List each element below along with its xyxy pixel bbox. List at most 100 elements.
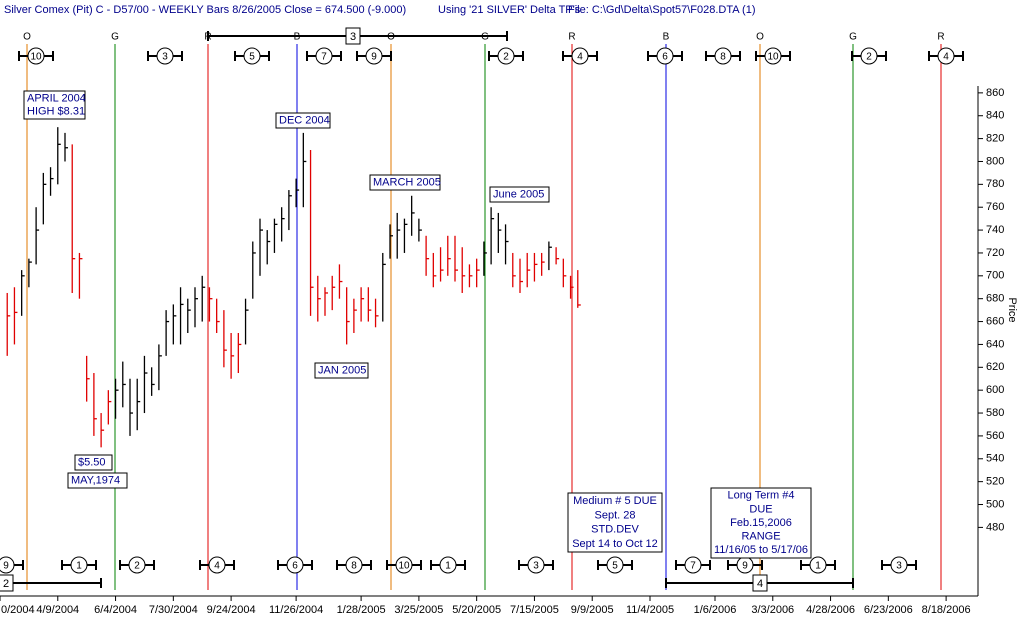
bracket-box [752,574,768,592]
count-circle [395,556,413,574]
annotation-text: DEC 2004 [279,114,330,126]
x-tick-label: 5/20/2005 [452,604,501,616]
count-circle [27,47,45,65]
count-label: 5 [249,52,255,63]
y-tick-label: 580 [986,407,1004,419]
annotation-box [489,186,550,203]
x-tick-label: 8/18/2006 [922,604,971,616]
count-circle [527,556,545,574]
cycle-letter: B [294,32,301,43]
annotation-text: STD.DEV [591,524,639,536]
count-circle [208,556,226,574]
x-tick-label: 7/30/2004 [149,604,198,616]
count-label: 1 [815,561,821,572]
count-label: 3 [533,561,539,572]
y-tick-label: 840 [986,110,1004,122]
count-label: 3 [162,52,168,63]
count-circle [497,47,515,65]
count-circle [764,47,782,65]
annotation-text: Sept 14 to Oct 12 [572,538,658,550]
bracket-box [0,574,14,592]
count-label: 5 [612,561,618,572]
x-tick-label: 11/26/2004 [269,604,323,616]
count-circle [243,47,261,65]
x-tick-label: 0/2004 [1,604,35,616]
y-tick-label: 720 [986,247,1004,259]
y-tick-label: 780 [986,178,1004,190]
bracket-label: 4 [757,578,763,590]
count-label: 2 [866,52,872,63]
y-tick-label: 860 [986,87,1004,99]
count-circle [809,556,827,574]
annotation-text: MARCH 2005 [373,176,441,188]
file-label: File: C:\Gd\Delta\Spot57\F028.DTA (1) [568,4,755,16]
bracket-label: 2 [3,578,9,590]
count-circle [286,556,304,574]
annotation-box [67,472,128,489]
y-tick-label: 600 [986,384,1004,396]
annotation-text: HIGH $8.31 [27,105,85,117]
count-label: 1 [76,561,82,572]
annotation-text: $5.50 [78,456,106,468]
bracket-label: 3 [350,31,356,43]
count-circle [890,556,908,574]
y-tick-label: 480 [986,521,1004,533]
annotation-text: June 2005 [493,188,544,200]
annotation-text: Medium # 5 DUE [573,495,657,507]
count-label: 3 [896,561,902,572]
count-circle [70,556,88,574]
y-tick-label: 820 [986,133,1004,145]
annotation-text: Sept. 28 [595,509,636,521]
count-label: 10 [30,52,42,63]
y-tick-label: 560 [986,430,1004,442]
annotation-text: Long Term #4 [727,490,794,502]
annotation-box [314,362,369,379]
count-circle [128,556,146,574]
cycle-letter: R [937,32,944,43]
x-tick-label: 3/25/2005 [394,604,443,616]
x-tick-label: 11/4/2005 [626,604,674,616]
template-label: Using '21 SILVER' Delta TP's [438,4,581,16]
annotation-text: RANGE [741,531,780,543]
count-label: 7 [690,561,696,572]
count-label: 9 [3,561,9,572]
y-tick-label: 740 [986,224,1004,236]
x-tick-label: 6/23/2006 [864,604,913,616]
count-label: 7 [321,52,327,63]
annotation-text: Feb.15,2006 [730,517,792,529]
y-tick-label: 500 [986,498,1004,510]
cycle-letter: O [387,32,395,43]
y-tick-label: 760 [986,201,1004,213]
count-circle [571,47,589,65]
y-tick-label: 640 [986,338,1004,350]
cycle-letter: G [849,32,857,43]
count-label: 10 [767,52,779,63]
count-circle [656,47,674,65]
annotation-box [567,492,663,553]
cycle-letter: R [568,32,575,43]
count-label: 10 [398,561,410,572]
count-circle [345,556,363,574]
y-tick-label: 520 [986,476,1004,488]
x-tick-label: 4/28/2006 [806,604,855,616]
count-label: 6 [662,52,668,63]
count-label: 4 [577,52,583,63]
x-tick-label: 3/3/2006 [751,604,794,616]
count-circle [315,47,333,65]
cycle-letter: B [663,32,670,43]
x-tick-label: 9/24/2004 [207,604,256,616]
count-circle [937,47,955,65]
bracket-box [345,27,361,45]
count-circle [365,47,383,65]
cycle-letter: O [23,32,31,43]
count-label: 9 [742,561,748,572]
y-tick-label: 800 [986,155,1004,167]
y-tick-label: 620 [986,361,1004,373]
y-tick-label: 660 [986,315,1004,327]
count-label: 6 [292,561,298,572]
annotation-box [369,174,441,191]
annotation-box [710,487,812,559]
annotation-text: DUE [749,503,772,515]
